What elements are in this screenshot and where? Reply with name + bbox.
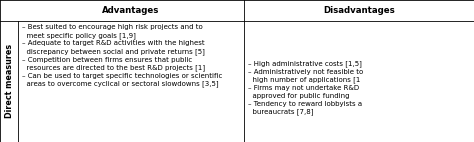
Text: Disadvantages: Disadvantages [323, 6, 395, 15]
Text: – High administrative costs [1,5]
– Administratively not feasible to
  high numb: – High administrative costs [1,5] – Admi… [248, 60, 363, 115]
Text: Advantages: Advantages [102, 6, 160, 15]
Text: – Best suited to encourage high risk projects and to
  meet specific policy goal: – Best suited to encourage high risk pro… [22, 24, 222, 87]
Text: Direct measures: Direct measures [5, 44, 13, 118]
